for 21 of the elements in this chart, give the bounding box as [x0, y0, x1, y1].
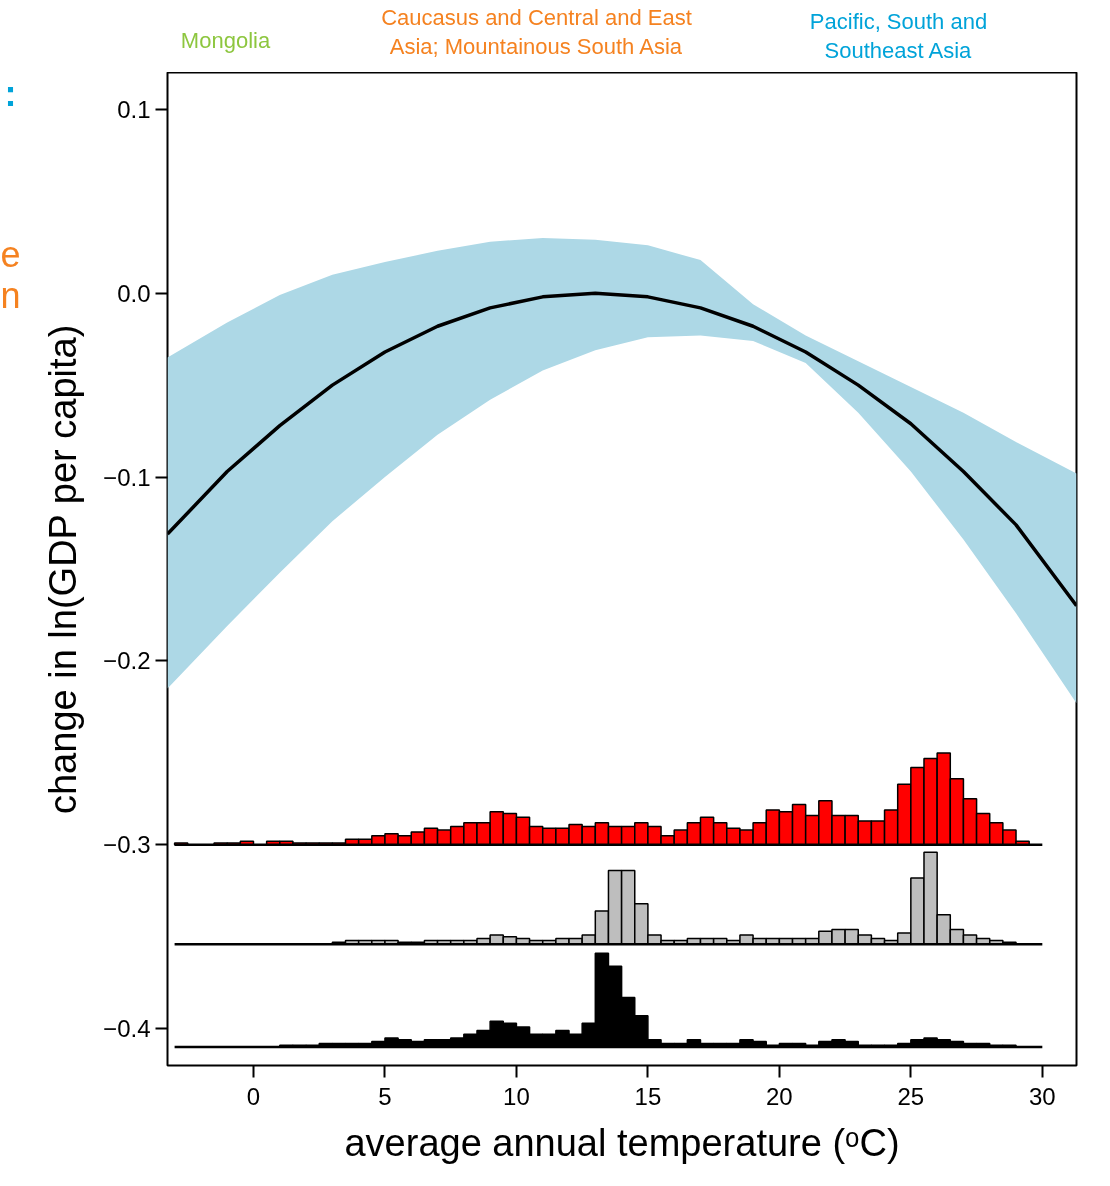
x-tick-label: 0	[246, 1082, 261, 1110]
x-tick-label: 25	[897, 1082, 925, 1110]
x-tick-label: 10	[503, 1082, 530, 1110]
x-tick-label: 15	[634, 1082, 662, 1110]
x-tick-label: 30	[1028, 1082, 1056, 1110]
y-tick-label: −0.4	[103, 1015, 151, 1043]
x-tick-label: 20	[766, 1082, 793, 1110]
x-tick-label: 5	[378, 1082, 392, 1110]
y-tick-label: −0.3	[103, 831, 151, 859]
y-tick-label: −0.1	[103, 463, 151, 491]
text: n	[0, 274, 21, 316]
y-axis-title: change in ln(GDP per capita)	[42, 324, 85, 815]
text: :	[4, 72, 17, 114]
y-tick-label: 0.1	[117, 95, 151, 123]
y-tick-label: −0.2	[103, 647, 151, 675]
text: Mongolia	[180, 27, 271, 53]
x-axis-title: average annual temperature (ᵒC)	[344, 1121, 900, 1164]
y-tick-label: 0.0	[117, 279, 151, 307]
text: Caucasus and Central and East Asia; Mountainous South Asia	[381, 4, 692, 59]
text: e	[0, 233, 21, 275]
text: Pacific, South and Southeast Asia	[809, 8, 988, 63]
